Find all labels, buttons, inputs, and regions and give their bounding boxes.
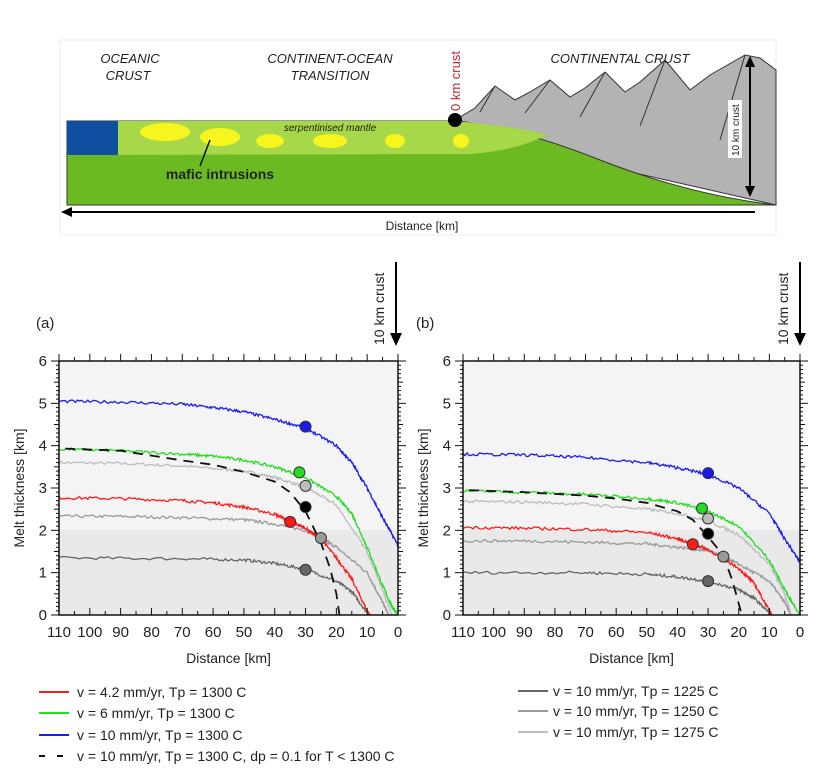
marker-point bbox=[717, 550, 730, 563]
margin-schematic: 10 km crust Distance [km] OCEANIC CRUST … bbox=[59, 39, 777, 236]
x-tick-label: 10 bbox=[761, 624, 778, 641]
x-tick-label: 50 bbox=[236, 624, 253, 641]
series-line-v6 bbox=[58, 447, 399, 616]
x-tick-label: 50 bbox=[638, 624, 655, 641]
y-tick-label: 3 bbox=[39, 480, 47, 497]
crust-arrow-b-label: 10 km crust bbox=[775, 273, 791, 345]
x-tick-label: 20 bbox=[730, 624, 747, 641]
x-tick-label: 10 bbox=[359, 624, 376, 641]
x-tick-label: 90 bbox=[112, 624, 129, 641]
x-tick-label: 40 bbox=[669, 624, 686, 641]
marker-point bbox=[299, 501, 312, 514]
x-tick-label: 60 bbox=[205, 624, 222, 641]
panel-label-a: (a) bbox=[36, 315, 54, 332]
x-tick-label: 80 bbox=[143, 624, 160, 641]
x-tick-label: 0 bbox=[394, 624, 402, 641]
x-tick-label: 70 bbox=[174, 624, 191, 641]
y-tick-label: 1 bbox=[39, 565, 47, 582]
legend-label: v = 10 mm/yr, Tp = 1300 C bbox=[77, 727, 242, 743]
panel-label-b: (b) bbox=[416, 315, 434, 332]
series-line-tp1275 bbox=[58, 460, 393, 616]
x-tick-label: 110 bbox=[47, 624, 71, 641]
crust-arrow-b: 10 km crust bbox=[775, 262, 806, 346]
x-tick-label: 60 bbox=[608, 624, 625, 641]
legend: v = 4.2 mm/yr, Tp = 1300 C v = 6 mm/yr, T… bbox=[39, 683, 718, 764]
series-line-tp1250 bbox=[58, 514, 390, 616]
y-tick-label: 3 bbox=[443, 480, 451, 497]
oceanic-label-1: OCEANIC bbox=[100, 51, 160, 66]
oceanic-crust-block bbox=[67, 121, 118, 155]
y-tick-label: 4 bbox=[443, 438, 451, 455]
x-axis-label: Distance [km] bbox=[589, 650, 674, 666]
marker-point bbox=[702, 467, 715, 480]
legend-label: v = 6 mm/yr, Tp = 1300 C bbox=[77, 705, 235, 721]
marker-point bbox=[299, 563, 312, 576]
marker-point bbox=[314, 531, 327, 544]
zero-crust-label: 0 km crust bbox=[448, 51, 463, 111]
legend-label: v = 4.2 mm/yr, Tp = 1300 C bbox=[77, 684, 246, 700]
y-tick-label: 2 bbox=[443, 522, 451, 539]
series-line-v10 bbox=[462, 451, 801, 564]
legend-label: v = 10 mm/yr, Tp = 1225 C bbox=[553, 683, 718, 699]
x-tick-label: 100 bbox=[77, 624, 102, 641]
mafic-label: mafic intrusions bbox=[166, 166, 274, 182]
y-tick-label: 4 bbox=[39, 438, 47, 455]
marker-point bbox=[702, 575, 715, 588]
y-tick-label: 6 bbox=[39, 353, 47, 370]
marker-point bbox=[284, 515, 297, 528]
marker-point bbox=[299, 479, 312, 492]
continental-label: CONTINENTAL CRUST bbox=[551, 51, 691, 66]
zero-crust-point bbox=[448, 113, 462, 127]
x-tick-label: 100 bbox=[481, 624, 506, 641]
y-tick-label: 0 bbox=[443, 607, 451, 624]
ten-km-crust-label: 10 km crust bbox=[731, 104, 742, 156]
distance-label: Distance [km] bbox=[386, 219, 459, 233]
continental-crust-mountains bbox=[453, 54, 777, 206]
marker-point bbox=[695, 502, 708, 515]
legend-label: v = 10 mm/yr, Tp = 1300 C, dp = 0.1 for … bbox=[77, 748, 395, 764]
serpentinised-label: serpentinised mantle bbox=[284, 123, 377, 134]
crust-arrow-a: 10 km crust bbox=[371, 262, 402, 346]
x-tick-label: 110 bbox=[451, 624, 475, 641]
y-tick-label: 5 bbox=[443, 395, 451, 412]
marker-point bbox=[299, 420, 312, 433]
y-tick-label: 1 bbox=[443, 565, 451, 582]
y-axis-label: Melt thickness [km] bbox=[11, 428, 27, 547]
oceanic-label-2: CRUST bbox=[106, 68, 152, 83]
chart-panel-b: 110 100 90 80 70 60 50 40 30 20 10 00123456Distance… bbox=[415, 353, 808, 666]
series-line-v10 bbox=[58, 399, 399, 547]
marker-point bbox=[702, 527, 715, 540]
x-tick-label: 0 bbox=[796, 624, 804, 641]
marker-point bbox=[702, 512, 715, 525]
y-tick-label: 5 bbox=[39, 395, 47, 412]
x-tick-label: 70 bbox=[577, 624, 594, 641]
shaded-band bbox=[59, 530, 398, 615]
x-tick-label: 80 bbox=[547, 624, 564, 641]
marker-point bbox=[293, 466, 306, 479]
y-tick-label: 0 bbox=[39, 607, 47, 624]
marker-point bbox=[686, 538, 699, 551]
series-line-tp1275 bbox=[462, 499, 792, 616]
x-tick-label: 20 bbox=[328, 624, 345, 641]
x-tick-label: 30 bbox=[297, 624, 314, 641]
y-tick-label: 2 bbox=[39, 522, 47, 539]
cot-label-1: CONTINENT-OCEAN bbox=[267, 51, 393, 66]
x-axis-label: Distance [km] bbox=[186, 650, 271, 666]
y-tick-label: 6 bbox=[443, 353, 451, 370]
x-tick-label: 40 bbox=[266, 624, 283, 641]
cot-label-2: TRANSITION bbox=[291, 68, 370, 83]
legend-label: v = 10 mm/yr, Tp = 1275 C bbox=[553, 724, 718, 740]
series-line-v10dp bbox=[469, 489, 743, 616]
chart-panel-a: 110 100 90 80 70 60 50 40 30 20 10 00123456Distance… bbox=[11, 353, 406, 666]
x-tick-label: 90 bbox=[516, 624, 533, 641]
series-line-v10dp bbox=[65, 447, 341, 616]
y-axis-label: Melt thickness [km] bbox=[415, 428, 431, 547]
crust-arrow-a-label: 10 km crust bbox=[371, 273, 387, 345]
x-tick-label: 30 bbox=[700, 624, 717, 641]
legend-label: v = 10 mm/yr, Tp = 1250 C bbox=[553, 703, 718, 719]
